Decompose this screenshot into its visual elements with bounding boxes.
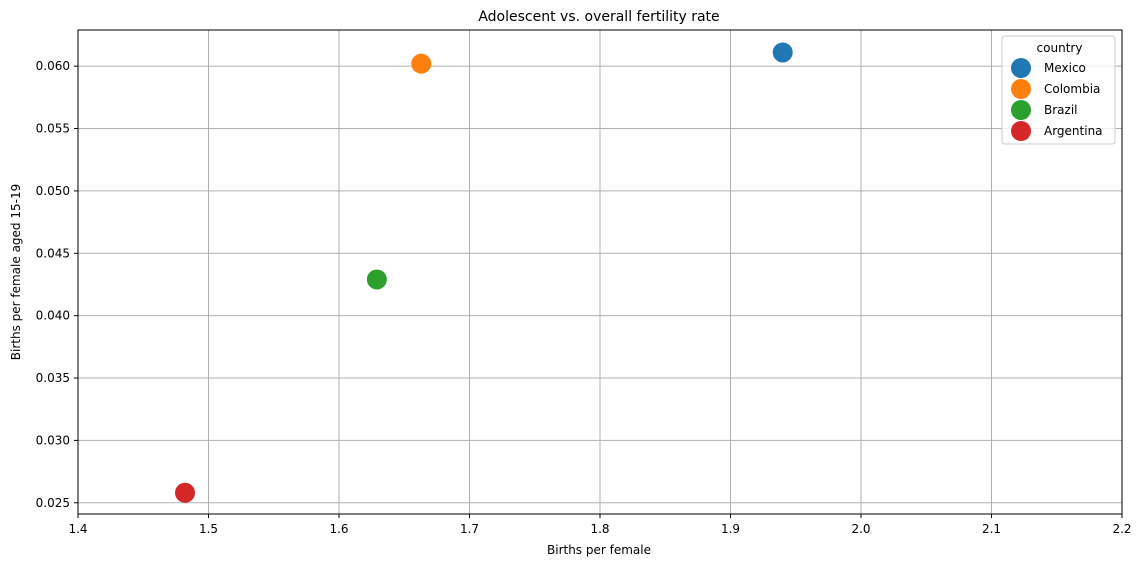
y-tick-label: 0.025	[36, 496, 70, 510]
legend-title: country	[1037, 41, 1083, 55]
legend-marker-argentina	[1011, 121, 1031, 141]
x-tick-label: 1.7	[460, 522, 479, 536]
y-axis-label: Births per female aged 15-19	[9, 184, 23, 360]
y-tick-label: 0.050	[36, 184, 70, 198]
x-tick-label: 2.2	[1112, 522, 1131, 536]
legend: country Mexico Colombia Brazil Argentina	[1001, 35, 1116, 145]
data-point-argentina	[175, 482, 196, 503]
x-tick-label: 1.5	[199, 522, 218, 536]
x-axis-label: Births per female	[547, 543, 651, 557]
y-tick-label: 0.035	[36, 371, 70, 385]
x-tick-label: 2.1	[982, 522, 1001, 536]
legend-marker-brazil	[1011, 100, 1031, 120]
x-tick-label: 2.0	[851, 522, 870, 536]
y-tick-label: 0.040	[36, 309, 70, 323]
data-point-mexico	[772, 42, 793, 63]
chart-title: Adolescent vs. overall fertility rate	[478, 9, 719, 25]
x-tick-label: 1.9	[721, 522, 740, 536]
legend-label-mexico: Mexico	[1044, 61, 1086, 75]
x-tick-label: 1.6	[329, 522, 348, 536]
x-tick-label: 1.4	[68, 522, 87, 536]
data-point-colombia	[411, 53, 432, 74]
grid	[77, 30, 1123, 514]
legend-label-colombia: Colombia	[1044, 82, 1100, 96]
x-tick-label: 1.8	[590, 522, 609, 536]
axes: 1.4 1.5 1.6 1.7 1.8 1.9 2.0 2.1 2.2 0.025 0.030 0.0…	[36, 29, 1132, 536]
data-point-brazil	[366, 269, 387, 290]
legend-label-brazil: Brazil	[1044, 103, 1078, 117]
legend-marker-colombia	[1011, 79, 1031, 99]
legend-label-argentina: Argentina	[1044, 124, 1103, 138]
legend-marker-mexico	[1011, 58, 1031, 78]
legend-box	[1001, 35, 1116, 145]
y-tick-label: 0.030	[36, 433, 70, 447]
plot-frame	[77, 29, 1123, 515]
y-tick-label: 0.045	[36, 246, 70, 260]
y-tick-label: 0.060	[36, 59, 70, 73]
y-tick-label: 0.055	[36, 122, 70, 136]
data-points	[175, 42, 793, 503]
